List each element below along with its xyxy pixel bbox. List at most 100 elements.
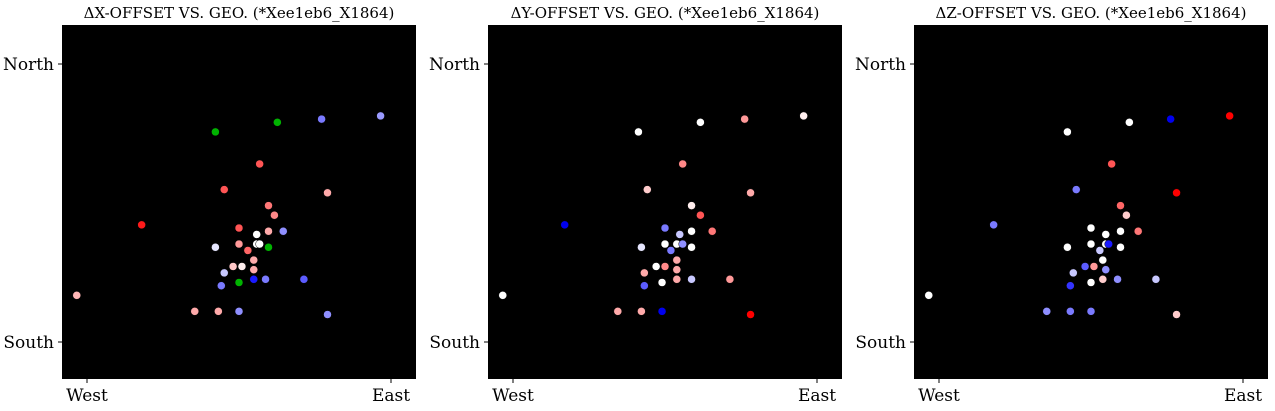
y-tick-label: South [3, 333, 54, 353]
data-point [211, 243, 220, 252]
data-point [1122, 210, 1131, 220]
data-point [1172, 188, 1181, 198]
plot-area [914, 25, 1268, 379]
data-point [1172, 310, 1181, 319]
data-point [1086, 278, 1096, 287]
data-point [498, 291, 507, 300]
data-point [678, 159, 687, 169]
data-point [220, 185, 229, 194]
data-point [249, 265, 258, 274]
data-point [696, 210, 705, 220]
data-point [989, 220, 998, 230]
data-point [660, 239, 670, 249]
data-point [299, 275, 309, 284]
data-point [924, 291, 933, 300]
chart-title: ΔY-OFFSET VS. GEO. (*Xee1eb6_X1864) [511, 4, 820, 22]
data-point [190, 307, 199, 316]
data-point [234, 239, 244, 249]
data-point [672, 265, 682, 274]
data-point [249, 275, 258, 284]
data-point [323, 188, 332, 198]
data-point [640, 268, 649, 278]
data-point [1101, 230, 1110, 239]
data-point [376, 111, 385, 121]
data-point [1225, 111, 1234, 121]
data-point [1107, 159, 1116, 169]
data-point [252, 230, 261, 239]
data-point [657, 278, 667, 287]
data-point [1116, 201, 1125, 210]
data-point [1086, 307, 1096, 316]
data-point [657, 307, 667, 316]
data-point [651, 262, 661, 271]
data-point [264, 243, 273, 252]
data-point [1098, 275, 1108, 284]
data-point [746, 310, 755, 319]
data-point [1116, 226, 1125, 236]
data-point [660, 262, 670, 271]
data-point [1166, 114, 1175, 124]
chart-title: ΔZ-OFFSET VS. GEO. (*Xee1eb6_X1864) [936, 4, 1247, 22]
data-point [234, 223, 244, 233]
data-point [1069, 268, 1078, 278]
x-tick-label: West [66, 386, 108, 406]
y-tick-label: North [855, 55, 906, 75]
data-point [637, 243, 646, 252]
data-point [640, 281, 649, 290]
data-point [725, 275, 735, 284]
panel-2: ΔY-OFFSET VS. GEO. (*Xee1eb6_X1864) North… [429, 4, 842, 406]
data-point [799, 111, 808, 121]
data-point [672, 275, 682, 284]
panel-3: ΔZ-OFFSET VS. GEO. (*Xee1eb6_X1864) North… [855, 4, 1268, 406]
data-point [1042, 307, 1051, 316]
data-point [1063, 243, 1072, 252]
data-point [1072, 185, 1081, 194]
data-point [264, 226, 273, 236]
data-point [1098, 255, 1108, 265]
data-point [255, 159, 264, 169]
data-point [687, 275, 696, 284]
data-point [137, 220, 146, 230]
data-point [211, 127, 220, 137]
data-point [217, 281, 226, 290]
data-point [1080, 262, 1090, 271]
data-point [687, 243, 696, 252]
data-point [707, 226, 717, 236]
data-point [1151, 275, 1161, 284]
data-point [1095, 246, 1105, 255]
data-point [560, 220, 569, 230]
plot-area [62, 25, 416, 379]
data-point [1104, 239, 1113, 249]
data-point [228, 262, 238, 271]
data-point [255, 239, 264, 249]
data-point [1101, 265, 1110, 274]
data-point [1063, 127, 1072, 137]
data-point [660, 223, 670, 233]
data-point [687, 226, 696, 236]
data-point [740, 114, 749, 124]
data-point [261, 275, 270, 284]
x-tick-label: East [798, 386, 836, 406]
data-point [687, 201, 696, 210]
data-point [273, 118, 282, 127]
data-point [220, 268, 229, 278]
data-point [237, 262, 247, 271]
data-point [613, 307, 623, 316]
x-tick-label: East [1224, 386, 1262, 406]
data-point [264, 201, 273, 210]
y-tick-label: South [429, 333, 480, 353]
chart-title: ΔX-OFFSET VS. GEO. (*Xee1eb6_X1864) [84, 4, 395, 22]
data-point [72, 291, 81, 300]
data-point [1066, 307, 1075, 316]
x-tick-label: West [918, 386, 960, 406]
data-point [678, 239, 687, 249]
data-point [696, 118, 705, 127]
data-point [634, 127, 643, 137]
y-tick-label: South [855, 333, 906, 353]
data-point [234, 307, 244, 316]
data-point [643, 185, 652, 194]
y-tick-label: North [429, 55, 480, 75]
data-point [746, 188, 755, 198]
data-point [270, 210, 279, 220]
